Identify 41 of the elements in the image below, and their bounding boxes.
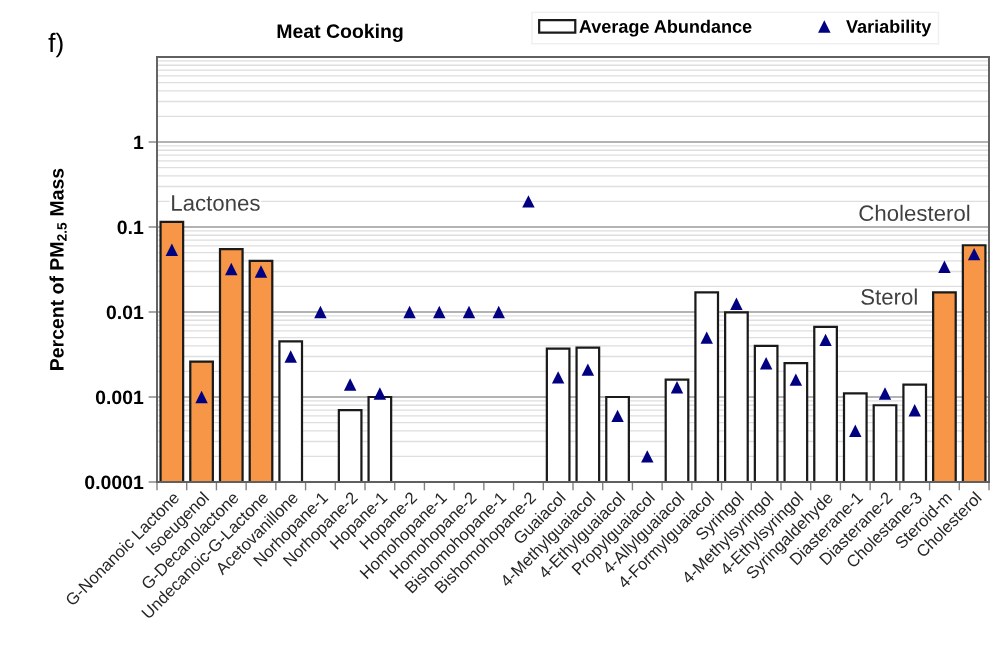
- annotation: Lactones: [172, 195, 260, 211]
- annotation: Sterol: [861, 288, 917, 305]
- legend-label: Variability: [846, 19, 932, 37]
- point: [462, 305, 476, 319]
- point: [195, 390, 208, 404]
- point: [908, 403, 921, 417]
- point: [522, 195, 535, 208]
- point: [670, 381, 684, 394]
- point: [759, 356, 773, 370]
- y-tick-label: 0.0001: [85, 475, 144, 490]
- point: [878, 387, 892, 400]
- text: f): [48, 32, 63, 58]
- point: [343, 378, 357, 391]
- point: [314, 305, 327, 319]
- annotation: Cholesterol: [859, 204, 970, 222]
- point: [165, 243, 179, 256]
- point: [730, 297, 743, 310]
- point: [819, 333, 832, 347]
- point: [433, 305, 446, 319]
- chart-title: Meat Cooking: [277, 23, 403, 42]
- point: [492, 305, 505, 319]
- point: [284, 350, 297, 363]
- point: [700, 331, 713, 344]
- point: [403, 305, 416, 319]
- point: [551, 371, 565, 384]
- y-tick-label: 0.01: [106, 305, 144, 320]
- point: [938, 260, 951, 274]
- y-tick-label: 0.001: [95, 390, 144, 405]
- point: [611, 409, 624, 423]
- point: [967, 247, 981, 261]
- legend-label: Average Abundance: [579, 19, 752, 37]
- y-axis-title: Percent of PM$_{2.5}$ Mass: [49, 168, 67, 370]
- point: [641, 450, 654, 463]
- point: [225, 262, 238, 276]
- point: [254, 265, 268, 278]
- y-tick-label: 1: [134, 135, 144, 150]
- y-tick-label: 0.1: [117, 220, 144, 235]
- point: [581, 363, 595, 376]
- point: [373, 387, 387, 400]
- point: [789, 373, 803, 386]
- point: [849, 424, 862, 438]
